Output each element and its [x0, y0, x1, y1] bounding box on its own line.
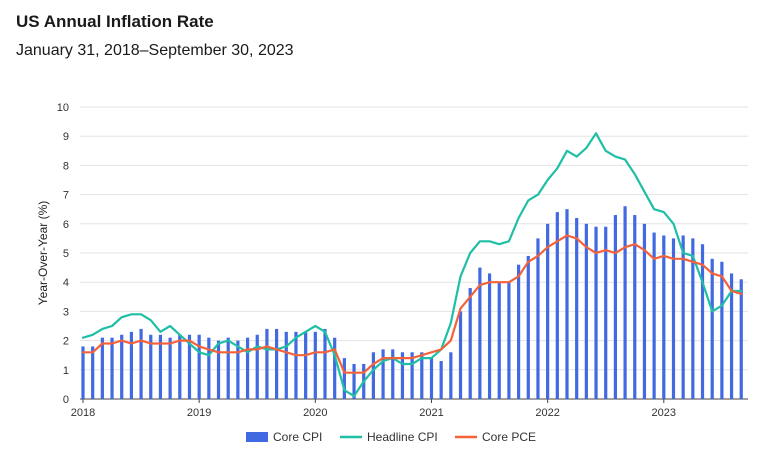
- core-cpi-bar: [585, 224, 588, 399]
- core-cpi-bar: [91, 346, 94, 399]
- core-cpi-bar: [130, 332, 133, 399]
- core-cpi-bar: [527, 256, 530, 399]
- core-cpi-bar: [459, 311, 462, 399]
- core-cpi-bar: [498, 282, 501, 399]
- core-cpi-bar: [314, 332, 317, 399]
- y-tick-label: 3: [63, 306, 69, 318]
- legend-label: Core PCE: [482, 430, 536, 444]
- core-cpi-bar: [372, 352, 375, 399]
- core-cpi-bar: [304, 332, 307, 399]
- core-cpi-bar: [236, 341, 239, 399]
- inflation-chart: 0 1 2 3 4 5 6 7 8 9 10 2018 2019 2020 2021 2022 2023 Ye…: [0, 0, 762, 458]
- y-tick-label: 10: [57, 102, 69, 114]
- legend: Core CPI Headline CPI Core PCE: [246, 430, 536, 444]
- y-tick-label: 7: [63, 190, 69, 202]
- core-cpi-bar: [623, 206, 626, 399]
- core-cpi-bar: [381, 349, 384, 399]
- core-cpi-bar: [275, 329, 278, 399]
- core-cpi-bar: [256, 335, 259, 399]
- core-cpi-bar: [720, 262, 723, 399]
- y-tick-label: 5: [63, 248, 69, 260]
- x-axis-ticks: 2018 2019 2020 2021 2022 2023: [71, 399, 676, 419]
- core-cpi-bar: [178, 335, 181, 399]
- x-tick-label: 2019: [187, 407, 211, 419]
- core-cpi-bar: [391, 349, 394, 399]
- core-cpi-bar: [81, 346, 84, 399]
- core-cpi-bar: [265, 329, 268, 399]
- x-tick-label: 2018: [71, 407, 95, 419]
- core-cpi-bar: [198, 335, 201, 399]
- x-tick-label: 2023: [652, 407, 676, 419]
- x-tick-label: 2022: [535, 407, 559, 419]
- core-cpi-bar: [449, 352, 452, 399]
- y-tick-label: 8: [63, 160, 69, 172]
- core-cpi-bar: [633, 215, 636, 399]
- core-cpi-bar: [507, 282, 510, 399]
- core-cpi-bar: [169, 338, 172, 399]
- legend-swatch-core-cpi: [246, 432, 268, 442]
- y-tick-label: 9: [63, 131, 69, 143]
- core-cpi-bar: [323, 329, 326, 399]
- y-tick-label: 1: [63, 365, 69, 377]
- core-cpi-bar: [246, 338, 249, 399]
- core-cpi-bar: [139, 329, 142, 399]
- y-tick-label: 2: [63, 336, 69, 348]
- core-cpi-bar: [217, 341, 220, 399]
- core-cpi-bar: [565, 209, 568, 399]
- x-tick-label: 2021: [419, 407, 443, 419]
- core-cpi-bar: [488, 273, 491, 399]
- y-tick-label: 0: [63, 394, 69, 406]
- y-tick-label: 4: [63, 277, 69, 289]
- core-cpi-bar: [575, 218, 578, 399]
- y-axis-ticks: 0 1 2 3 4 5 6 7 8 9 10: [57, 102, 69, 406]
- core-cpi-bar: [546, 224, 549, 399]
- core-cpi-bar: [207, 338, 210, 399]
- core-cpi-bar: [430, 358, 433, 399]
- core-cpi-bar: [440, 361, 443, 399]
- core-cpi-bar: [411, 352, 414, 399]
- core-cpi-bar: [343, 358, 346, 399]
- core-cpi-bars: [81, 206, 742, 399]
- core-cpi-bar: [469, 288, 472, 399]
- core-cpi-bar: [536, 238, 539, 399]
- core-cpi-bar: [701, 244, 704, 399]
- legend-label: Headline CPI: [367, 430, 438, 444]
- core-cpi-bar: [294, 332, 297, 399]
- core-pce-line: [83, 236, 741, 373]
- core-cpi-bar: [517, 265, 520, 399]
- core-cpi-bar: [110, 338, 113, 399]
- core-cpi-bar: [672, 238, 675, 399]
- core-cpi-bar: [740, 279, 743, 399]
- core-cpi-bar: [285, 332, 288, 399]
- core-cpi-bar: [101, 338, 104, 399]
- y-axis-label: Year-Over-Year (%): [36, 201, 50, 305]
- legend-label: Core CPI: [273, 430, 322, 444]
- y-tick-label: 6: [63, 219, 69, 231]
- x-tick-label: 2020: [303, 407, 327, 419]
- core-cpi-bar: [662, 235, 665, 399]
- core-cpi-bar: [333, 338, 336, 399]
- core-cpi-bar: [614, 215, 617, 399]
- core-cpi-bar: [120, 335, 123, 399]
- core-cpi-bar: [604, 227, 607, 399]
- core-cpi-bar: [227, 338, 230, 399]
- core-cpi-bar: [711, 259, 714, 399]
- core-cpi-bar: [401, 352, 404, 399]
